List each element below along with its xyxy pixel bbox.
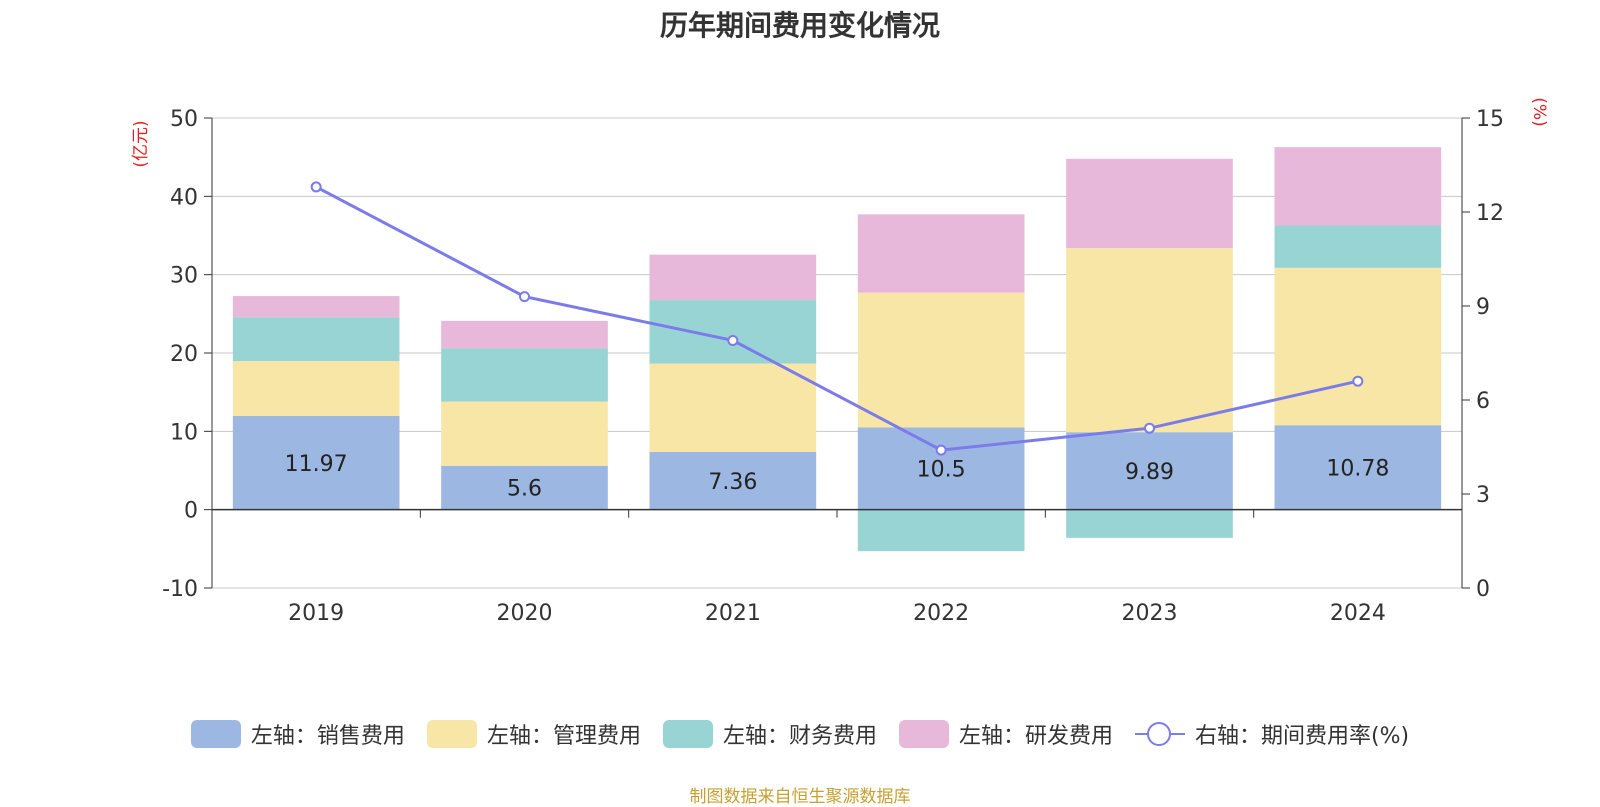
bar-segment bbox=[441, 348, 608, 402]
right-axis-unit: (%) bbox=[1529, 97, 1549, 126]
bar-data-label: 10.5 bbox=[917, 458, 966, 483]
left-tick-label: -10 bbox=[162, 577, 198, 602]
bar-segment bbox=[1274, 425, 1442, 510]
rate-point bbox=[310, 181, 322, 193]
bar-segment bbox=[649, 363, 817, 453]
rate-point bbox=[1144, 422, 1155, 434]
bar-data-label: 9.89 bbox=[1125, 460, 1174, 485]
bar-segment bbox=[441, 320, 608, 349]
rate-point bbox=[727, 334, 739, 346]
right-tick-label: 15 bbox=[1476, 107, 1504, 132]
bar-segment bbox=[1066, 509, 1233, 538]
left-tick-label: 30 bbox=[170, 264, 198, 289]
bar-segment bbox=[649, 254, 817, 301]
bar-segment bbox=[232, 415, 400, 510]
x-tick-label: 2019 bbox=[288, 601, 344, 626]
rate-point bbox=[519, 291, 530, 303]
x-tick-label: 2023 bbox=[1122, 601, 1178, 626]
bar-segment bbox=[1066, 158, 1233, 249]
rate-line bbox=[310, 181, 1364, 456]
legend: 左轴：销售费用 左轴：管理费用 左轴：财务费用 左轴：研发费用 右轴：期间费用率(%) bbox=[0, 718, 1600, 750]
legend-item[interactable]: 左轴：研发费用 bbox=[898, 718, 1113, 750]
left-tick-label: 20 bbox=[170, 342, 198, 367]
left-axis-unit: (亿元) bbox=[131, 120, 151, 167]
bar-segment bbox=[857, 427, 1025, 510]
source-note: 制图数据来自恒生聚源数据库 bbox=[689, 787, 911, 807]
legend-label: 左轴：研发费用 bbox=[958, 724, 1113, 749]
legend-item[interactable]: 右轴：期间费用率(%) bbox=[1134, 718, 1410, 750]
bar-segment bbox=[232, 317, 400, 362]
legend-label: 左轴：财务费用 bbox=[722, 724, 877, 749]
grid-lines bbox=[212, 117, 1462, 589]
bars bbox=[232, 147, 1442, 552]
legend-label: 右轴：期间费用率(%) bbox=[1194, 724, 1410, 749]
legend-swatch bbox=[898, 720, 949, 748]
data-labels: 11.97 5.6 7.36 10.5 9.89 10.78 bbox=[285, 452, 1390, 502]
bar-segment bbox=[1274, 225, 1442, 268]
bar-data-label: 11.97 bbox=[285, 452, 348, 477]
legend-label: 左轴：管理费用 bbox=[486, 724, 641, 749]
right-tick-label: 6 bbox=[1476, 389, 1490, 414]
x-tick-label: 2020 bbox=[497, 601, 553, 626]
legend-item[interactable]: 左轴：管理费用 bbox=[426, 718, 641, 750]
legend-line-marker bbox=[1134, 720, 1185, 748]
legend-swatch bbox=[426, 720, 477, 748]
bar-segment bbox=[441, 401, 608, 466]
bar-segment bbox=[1066, 248, 1233, 433]
bar-segment bbox=[649, 300, 817, 364]
bar-segment bbox=[1274, 267, 1442, 426]
bar-segment bbox=[232, 361, 400, 416]
bar-segment bbox=[857, 214, 1025, 293]
legend-swatch bbox=[190, 720, 241, 748]
left-tick-label: 0 bbox=[184, 499, 198, 524]
left-tick-label: 50 bbox=[170, 107, 198, 132]
legend-item[interactable]: 左轴：销售费用 bbox=[190, 718, 405, 750]
bar-data-label: 7.36 bbox=[708, 470, 757, 495]
legend-swatch bbox=[662, 720, 713, 748]
right-tick-label: 12 bbox=[1476, 201, 1504, 226]
axes: -10 0 10 20 30 40 50 0 3 6 9 12 15 2019 2020 2021 2022 20… bbox=[131, 97, 1549, 626]
chart-title: 历年期间费用变化情况 bbox=[659, 9, 940, 42]
x-tick-label: 2021 bbox=[705, 601, 761, 626]
bar-segment bbox=[857, 509, 1025, 552]
legend-label: 左轴：销售费用 bbox=[250, 724, 405, 749]
rate-line-path bbox=[315, 185, 1359, 452]
right-tick-label: 0 bbox=[1476, 577, 1490, 602]
bar-segment bbox=[232, 296, 400, 318]
bar-segment bbox=[441, 465, 608, 510]
right-tick-label: 3 bbox=[1476, 483, 1490, 508]
bar-data-label: 10.78 bbox=[1326, 456, 1389, 481]
rate-point bbox=[935, 444, 947, 456]
bar-segment bbox=[1066, 432, 1233, 510]
left-tick-label: 40 bbox=[170, 185, 198, 210]
rate-point bbox=[1352, 375, 1364, 387]
x-tick-label: 2022 bbox=[913, 601, 969, 626]
bar-segment bbox=[1274, 147, 1442, 226]
left-tick-label: 10 bbox=[170, 420, 198, 445]
legend-item[interactable]: 左轴：财务费用 bbox=[662, 718, 877, 750]
x-tick-label: 2024 bbox=[1330, 601, 1386, 626]
bar-segment bbox=[649, 452, 817, 510]
right-tick-label: 9 bbox=[1476, 295, 1490, 320]
bar-segment bbox=[857, 292, 1025, 428]
bar-data-label: 5.6 bbox=[507, 477, 542, 502]
